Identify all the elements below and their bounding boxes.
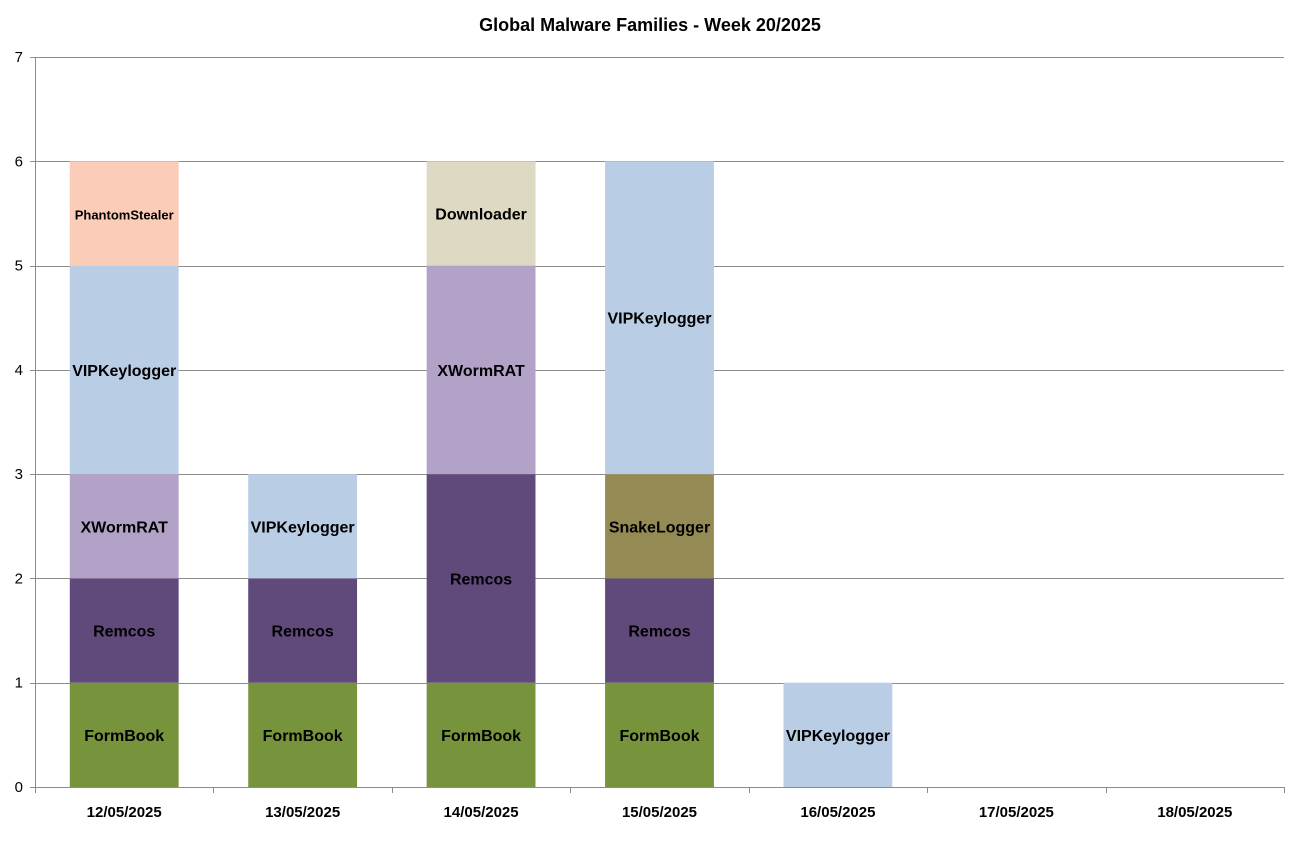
y-tick-label: 7 bbox=[15, 49, 23, 66]
segment-label: FormBook bbox=[84, 728, 164, 745]
segment-label: PhantomStealer bbox=[75, 207, 174, 222]
x-tick-label: 18/05/2025 bbox=[1157, 804, 1232, 821]
segment-label: FormBook bbox=[441, 728, 521, 745]
x-tick-label: 12/05/2025 bbox=[87, 804, 162, 821]
bar-segment bbox=[426, 682, 536, 787]
segment-label: SnakeLogger bbox=[609, 519, 710, 536]
segment-label: Remcos bbox=[628, 624, 690, 641]
bar-segment bbox=[69, 578, 179, 683]
segment-label: VIPKeylogger bbox=[786, 728, 890, 745]
x-tick-label: 17/05/2025 bbox=[979, 804, 1054, 821]
bar-segment bbox=[248, 682, 358, 787]
bar-segment bbox=[248, 474, 358, 579]
segment-label: Downloader bbox=[435, 206, 527, 223]
x-tick-label: 15/05/2025 bbox=[622, 804, 697, 821]
segment-label: VIPKeylogger bbox=[251, 519, 355, 536]
y-tick-label: 2 bbox=[15, 570, 23, 587]
segment-label: FormBook bbox=[263, 728, 343, 745]
bar-segment bbox=[605, 682, 714, 787]
bar-segment bbox=[69, 474, 179, 579]
segment-label: VIPKeylogger bbox=[607, 311, 711, 328]
bar-segment bbox=[605, 578, 714, 683]
x-tick-label: 13/05/2025 bbox=[265, 804, 340, 821]
y-tick-label: 1 bbox=[15, 675, 23, 692]
segment-label: XWormRAT bbox=[437, 363, 525, 380]
bar-segment bbox=[69, 265, 179, 475]
bar-segments bbox=[69, 161, 893, 787]
bar-segment bbox=[426, 474, 536, 683]
segment-label: XWormRAT bbox=[81, 519, 169, 536]
bar-segment bbox=[426, 265, 536, 475]
y-tick-label: 6 bbox=[15, 153, 23, 170]
segment-label: VIPKeylogger bbox=[72, 363, 176, 380]
bar-segment bbox=[426, 161, 536, 266]
bar-segment bbox=[605, 161, 714, 475]
chart-title: Global Malware Families - Week 20/2025 bbox=[479, 15, 821, 35]
bar-segment bbox=[783, 682, 893, 787]
y-tick-label: 3 bbox=[15, 466, 23, 483]
x-tick-label: 14/05/2025 bbox=[444, 804, 519, 821]
segment-labels: FormBook Remcos XWormRAT VIPKeylogger Phanto… bbox=[72, 206, 890, 744]
bar-segment bbox=[248, 578, 358, 683]
y-tick-label: 4 bbox=[15, 362, 23, 379]
segment-label: Remcos bbox=[93, 624, 155, 641]
segment-label: Remcos bbox=[450, 571, 512, 588]
bar-segment bbox=[69, 161, 179, 266]
axes: 0 1 2 3 4 5 6 7 12/05/2025 13/05/2025 14/05/2025 15… bbox=[15, 49, 1285, 821]
segment-label: Remcos bbox=[272, 624, 334, 641]
bar-segment bbox=[605, 474, 714, 579]
bar-segment bbox=[69, 682, 179, 787]
segment-label: FormBook bbox=[620, 728, 700, 745]
y-tick-label: 0 bbox=[15, 779, 23, 796]
y-tick-label: 5 bbox=[15, 258, 23, 275]
x-tick-label: 16/05/2025 bbox=[800, 804, 875, 821]
